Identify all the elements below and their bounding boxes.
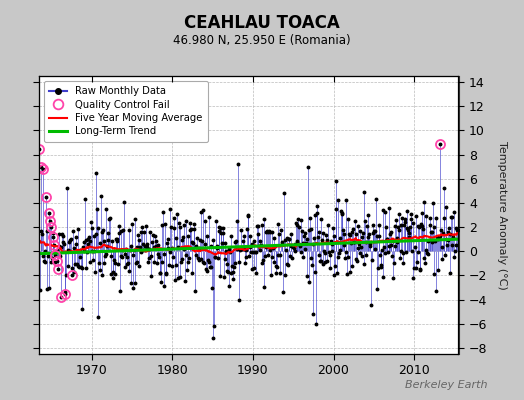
Text: 46.980 N, 25.950 E (Romania): 46.980 N, 25.950 E (Romania) [173,34,351,47]
Text: Berkeley Earth: Berkeley Earth [405,380,487,390]
Legend: Raw Monthly Data, Quality Control Fail, Five Year Moving Average, Long-Term Tren: Raw Monthly Data, Quality Control Fail, … [45,81,208,142]
Y-axis label: Temperature Anomaly (°C): Temperature Anomaly (°C) [497,141,507,289]
Text: CEAHLAU TOACA: CEAHLAU TOACA [184,14,340,32]
